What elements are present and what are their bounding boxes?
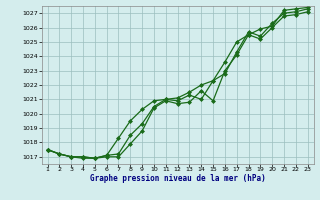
X-axis label: Graphe pression niveau de la mer (hPa): Graphe pression niveau de la mer (hPa) — [90, 174, 266, 183]
